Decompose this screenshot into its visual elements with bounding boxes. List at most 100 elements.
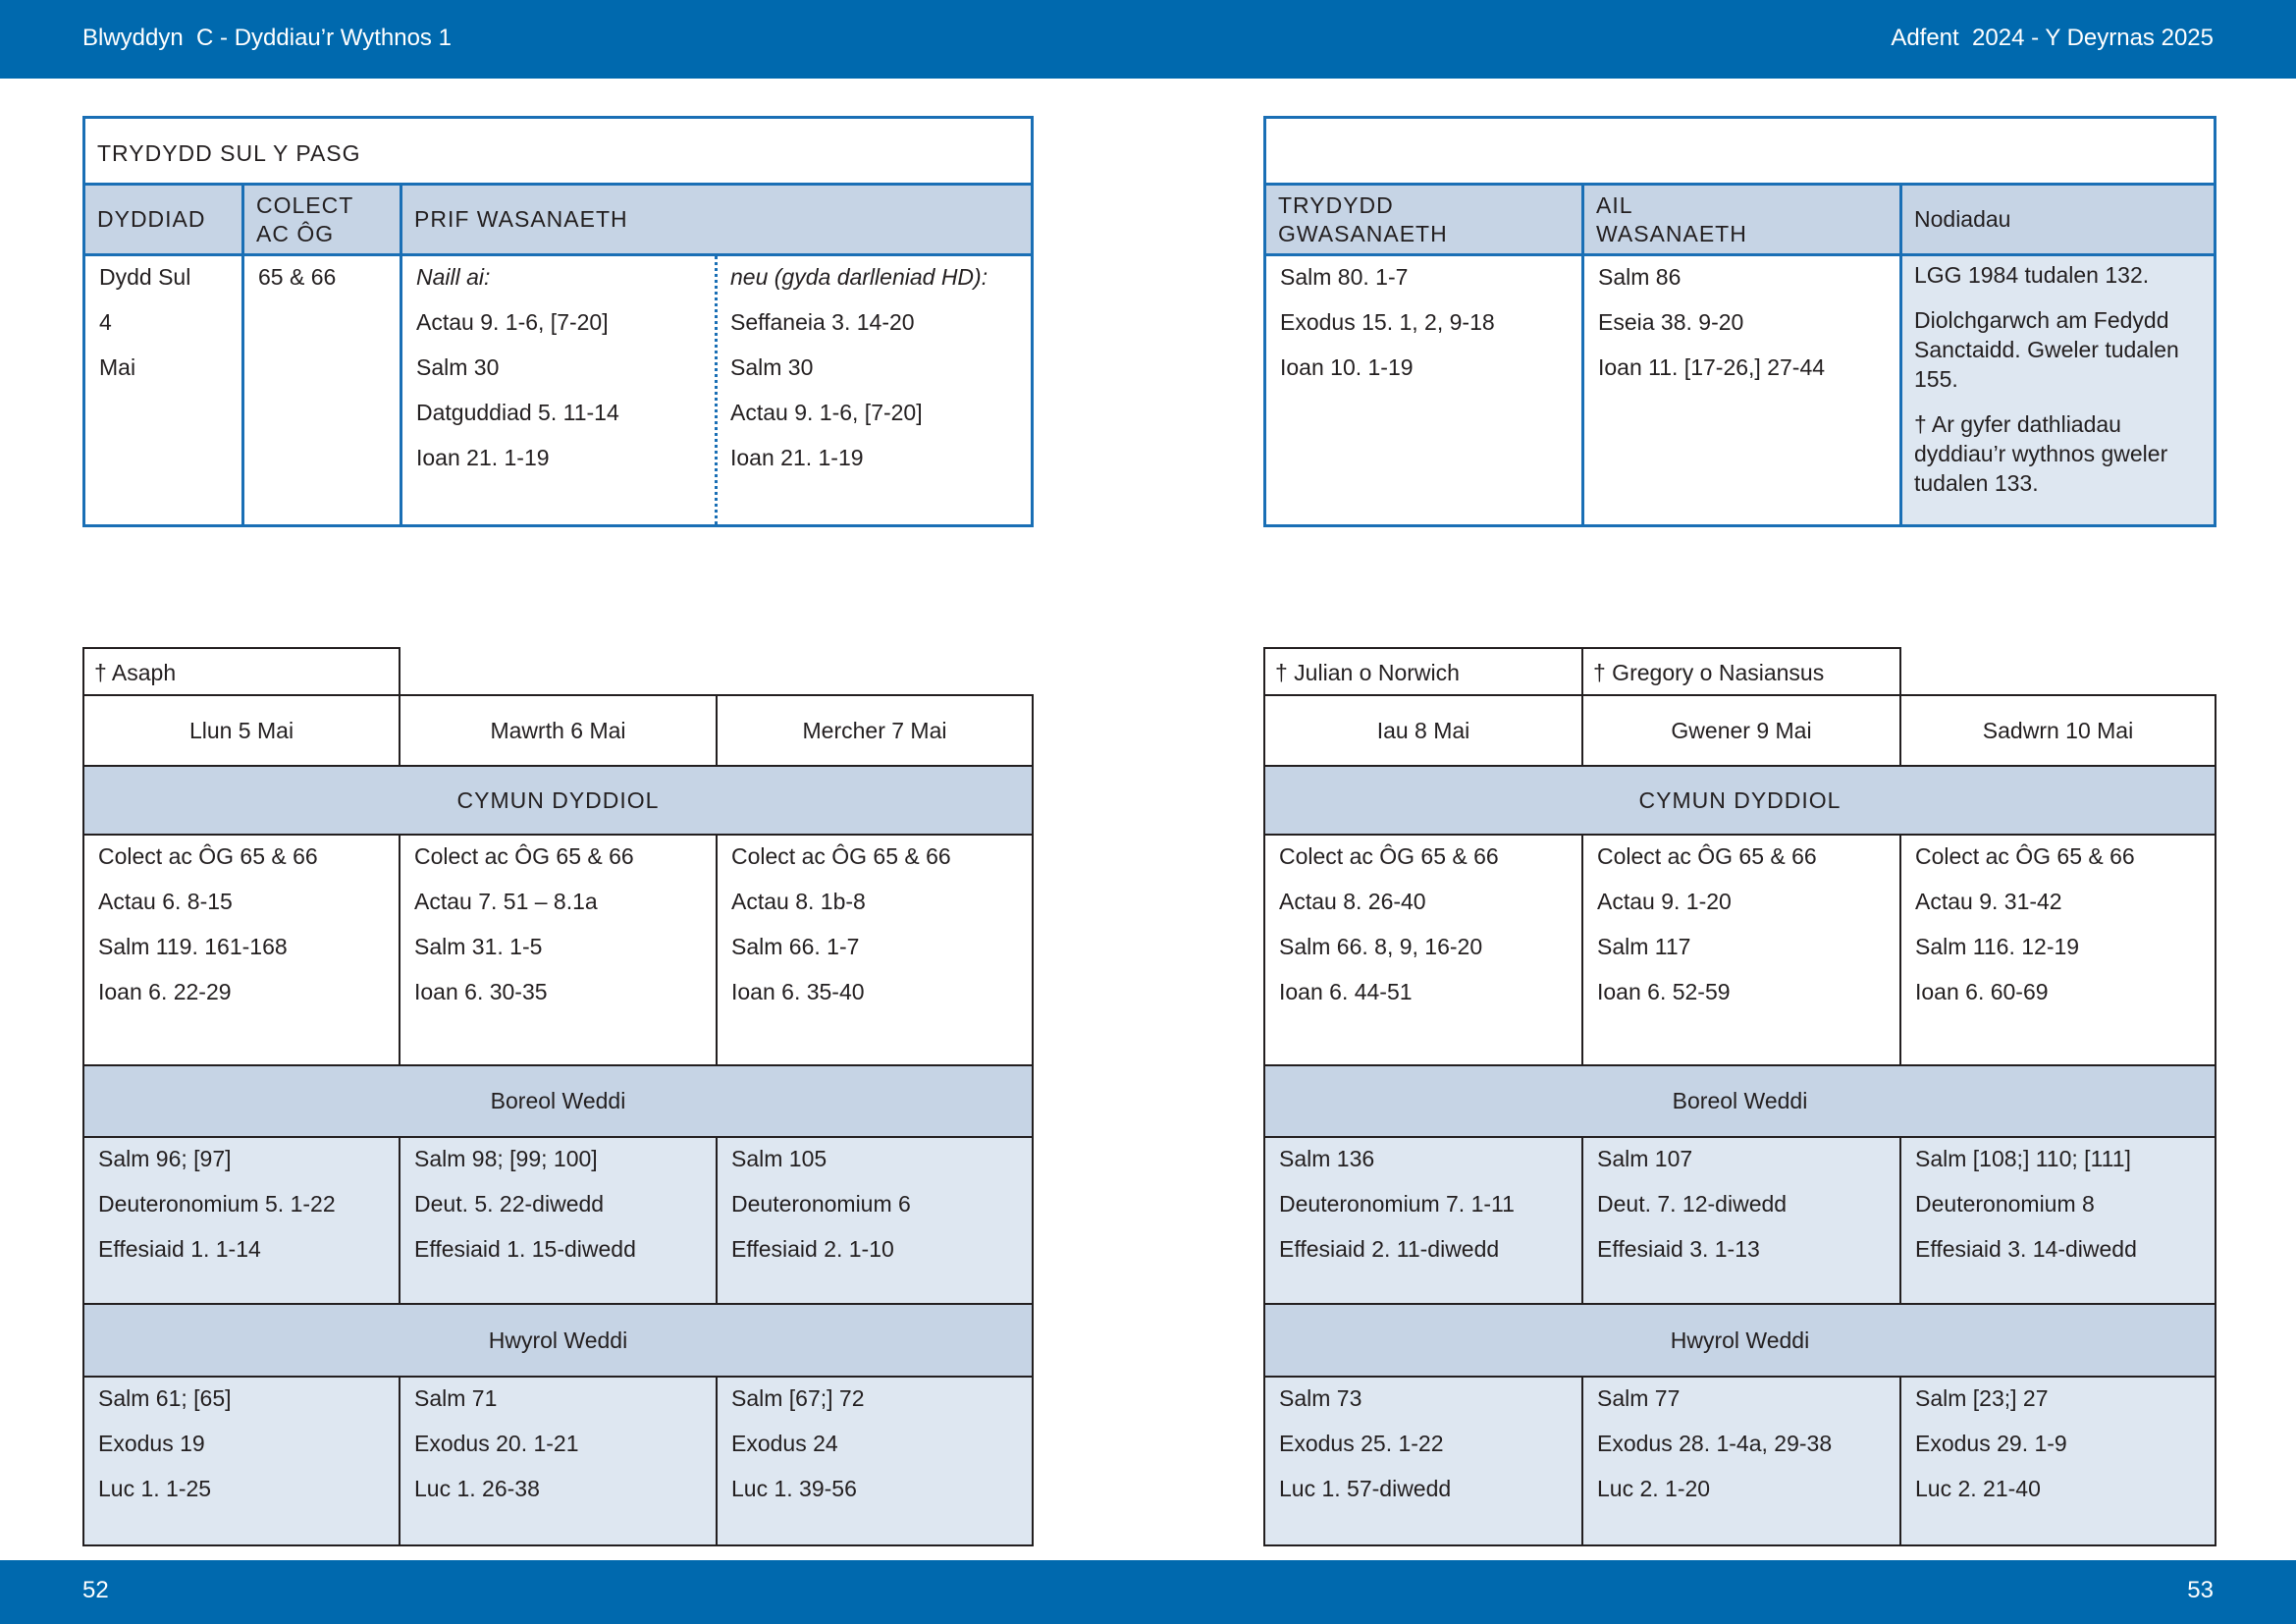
reading-line: Deuteronomium 7. 1-11: [1279, 1191, 1515, 1217]
sunday-header-cell: DYDDIAD: [82, 183, 244, 256]
reading-line: Effesiaid 3. 1-13: [1597, 1236, 1760, 1262]
hwyrol-label: Hwyrol Weddi: [1670, 1326, 1810, 1353]
reading-line: Salm 105: [731, 1146, 828, 1171]
hwyrol-band: Hwyrol Weddi: [82, 1303, 1034, 1378]
sunday-right-header-cell: Nodiadau: [1899, 183, 2216, 256]
reading-line: Salm 116. 12-19: [1915, 934, 2080, 959]
reading-line: Colect ac ÔG 65 & 66: [1597, 843, 1817, 869]
sunday-header-cell: PRIF WASANAETH: [400, 183, 1034, 256]
reading-line: Actau 8. 1b-8: [731, 889, 866, 914]
reading-line: Salm 31. 1-5: [414, 934, 543, 959]
reading-line: Ioan 10. 1-19: [1280, 354, 1414, 380]
reading-line: Salm 71: [414, 1385, 498, 1411]
boreol-readings: Salm [108;] 110; [111] Deuteronomium 8 Eff…: [1915, 1136, 2137, 1272]
reading-line: Ioan 6. 22-29: [98, 979, 232, 1004]
page-number-right: 53: [2187, 1577, 2214, 1603]
reading-line: Actau 8. 26-40: [1279, 889, 1426, 914]
sunday-right-title-row: [1263, 116, 2216, 186]
reading-line: Salm 66. 8, 9, 16-20: [1279, 934, 1483, 959]
reading-line: Exodus 28. 1-4a, 29-38: [1597, 1431, 1833, 1456]
reading-line: Salm 61; [65]: [98, 1385, 232, 1411]
commemoration-tag: † Gregory o Nasiansus: [1581, 647, 1901, 696]
boreol-readings: Salm 96; [97] Deuteronomium 5. 1-22 Effesi…: [98, 1136, 336, 1272]
reading-line: Effesiaid 2. 1-10: [731, 1236, 894, 1262]
boreol-band: Boreol Weddi: [82, 1064, 1034, 1138]
reading-line: Luc 1. 57-diwedd: [1279, 1476, 1452, 1501]
sunday-right-header-cell: AIL WASANAETH: [1581, 183, 1902, 256]
third-service-cell: Salm 80. 1-7 Exodus 15. 1, 2, 9-18 Ioan 10…: [1263, 253, 1584, 527]
reading-line: Actau 7. 51 – 8.1a: [414, 889, 598, 914]
cymun-readings-cell: Colect ac ÔG 65 & 66 Actau 8. 1b-8 Salm 66…: [716, 834, 1034, 1066]
boreol-label: Boreol Weddi: [490, 1088, 626, 1113]
reading-line: Ioan 21. 1-19: [416, 445, 550, 470]
column-header-text: PRIF WASANAETH: [414, 205, 628, 234]
day-label: Gwener 9 Mai: [1671, 717, 1812, 743]
reading-line: Ioan 21. 1-19: [730, 445, 864, 470]
reading-line: Salm 73: [1279, 1385, 1362, 1411]
cymun-readings-cell: Colect ac ÔG 65 & 66 Actau 8. 26-40 Salm 6…: [1263, 834, 1583, 1066]
hwyrol-readings: Salm 73 Exodus 25. 1-22 Luc 1. 57-diwedd: [1279, 1376, 1451, 1511]
option-label: neu (gyda darlleniad HD):: [730, 264, 988, 290]
column-header-text: Nodiadau: [1914, 205, 2010, 234]
reading-line: Exodus 19: [98, 1431, 205, 1456]
day-label: Mawrth 6 Mai: [490, 717, 626, 743]
day-label: Llun 5 Mai: [188, 717, 294, 743]
column-header: DYDDIAD: [85, 186, 241, 253]
page-footer-bar: 52 53: [0, 1560, 2296, 1624]
reading-line: Salm 107: [1597, 1146, 1693, 1171]
reading-line: Eseia 38. 9-20: [1598, 309, 1744, 335]
reading-line: Exodus 20. 1-21: [414, 1431, 579, 1456]
day-header: Llun 5 Mai: [82, 694, 400, 767]
cymun-readings-cell: Colect ac ÔG 65 & 66 Actau 9. 1-20 Salm 11…: [1581, 834, 1901, 1066]
reading-line: Salm [108;] 110; [111]: [1915, 1146, 2131, 1171]
reading-line: Actau 6. 8-15: [98, 889, 233, 914]
cymun-band: CYMUN DYDDIOL: [82, 765, 1034, 836]
column-header: TRYDYDD GWASANAETH: [1266, 186, 1581, 253]
column-header-line: PRIF WASANAETH: [414, 206, 628, 232]
main-option-b: neu (gyda darlleniad HD): Seffaneia 3. 14…: [730, 254, 988, 480]
reading-line: Colect ac ÔG 65 & 66: [1279, 843, 1499, 869]
sunday-title-row: TRYDYDD SUL Y PASG: [82, 116, 1034, 186]
reading-line: Salm [23;] 27: [1915, 1385, 2049, 1411]
reading-line: Mai: [99, 354, 136, 380]
reading-line: Effesiaid 2. 11-diwedd: [1279, 1236, 1500, 1262]
reading-line: Ioan 6. 60-69: [1915, 979, 2049, 1004]
cymun-readings: Colect ac ÔG 65 & 66 Actau 9. 1-20 Salm 11…: [1597, 834, 1817, 1014]
cymun-readings-cell: Colect ac ÔG 65 & 66 Actau 7. 51 – 8.1a Sa…: [399, 834, 718, 1066]
cymun-readings: Colect ac ÔG 65 & 66 Actau 8. 1b-8 Salm 66…: [731, 834, 951, 1014]
column-header-line: AIL: [1596, 191, 1633, 218]
hwyrol-readings-cell: Salm [23;] 27 Exodus 29. 1-9 Luc 2. 21-40: [1899, 1376, 2216, 1546]
cymun-readings-cell: Colect ac ÔG 65 & 66 Actau 9. 31-42 Salm 1…: [1899, 834, 2216, 1066]
boreol-readings: Salm 107 Deut. 7. 12-diwedd Effesiaid 3. 1…: [1597, 1136, 1787, 1272]
hwyrol-readings: Salm [23;] 27 Exodus 29. 1-9 Luc 2. 21-40: [1915, 1376, 2067, 1511]
column-header: PRIF WASANAETH: [402, 186, 1031, 253]
column-header-line: COLECT: [256, 191, 354, 218]
reading-line: 4: [99, 309, 112, 335]
reading-line: Salm 30: [730, 354, 814, 380]
reading-line: Luc 2. 21-40: [1915, 1476, 2041, 1501]
reading-line: Dydd Sul: [99, 264, 191, 290]
column-header-line: WASANAETH: [1596, 220, 1747, 246]
commemoration-name: † Gregory o Nasiansus: [1593, 660, 1825, 685]
hwyrol-readings: Salm 77 Exodus 28. 1-4a, 29-38 Luc 2. 1-20: [1597, 1376, 1832, 1511]
hwyrol-band: Hwyrol Weddi: [1263, 1303, 2216, 1378]
reading-line: Colect ac ÔG 65 & 66: [98, 843, 318, 869]
boreol-readings-cell: Salm [108;] 110; [111] Deuteronomium 8 Eff…: [1899, 1136, 2216, 1305]
note-paragraph: † Ar gyfer dathliadau dyddiau’r wythnos …: [1914, 411, 2168, 496]
dotted-divider: [715, 256, 718, 524]
boreol-readings: Salm 98; [99; 100] Deut. 5. 22-diwedd Effe…: [414, 1136, 636, 1272]
day-header: Mawrth 6 Mai: [399, 694, 718, 767]
reading-line: Salm 96; [97]: [98, 1146, 232, 1171]
reading-line: Ioan 6. 52-59: [1597, 979, 1731, 1004]
boreol-readings-cell: Salm 136 Deuteronomium 7. 1-11 Effesiaid 2…: [1263, 1136, 1583, 1305]
reading-line: Luc 1. 39-56: [731, 1476, 857, 1501]
column-header-text: AIL WASANAETH: [1596, 191, 1747, 248]
boreol-readings-cell: Salm 96; [97] Deuteronomium 5. 1-22 Effesi…: [82, 1136, 400, 1305]
reading-line: Exodus 15. 1, 2, 9-18: [1280, 309, 1495, 335]
commemoration-tag: † Asaph: [82, 647, 400, 696]
date-lines: Dydd Sul 4 Mai: [99, 254, 190, 390]
reading-line: Colect ac ÔG 65 & 66: [731, 843, 951, 869]
reading-line: Ioan 6. 44-51: [1279, 979, 1413, 1004]
sunday-title: TRYDYDD SUL Y PASG: [97, 140, 361, 166]
reading-line: Datguddiad 5. 11-14: [416, 400, 619, 425]
